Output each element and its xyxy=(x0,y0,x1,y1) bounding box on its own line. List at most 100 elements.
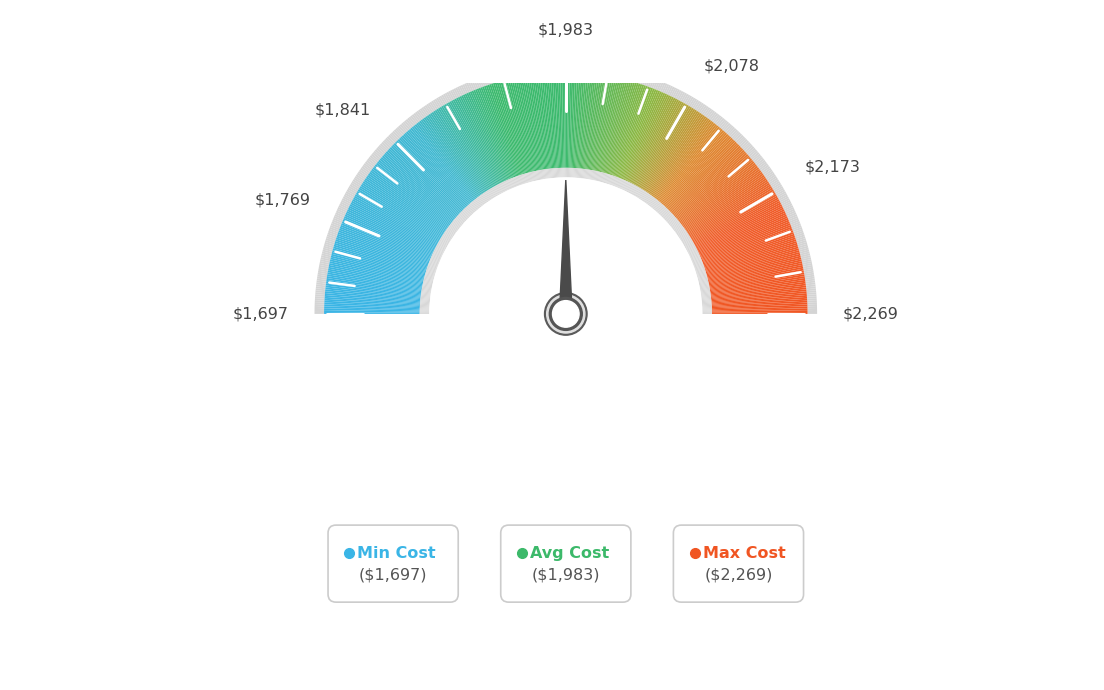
Wedge shape xyxy=(413,113,421,121)
Wedge shape xyxy=(440,239,449,244)
Wedge shape xyxy=(422,288,432,290)
Wedge shape xyxy=(689,252,699,257)
Wedge shape xyxy=(712,310,807,313)
Wedge shape xyxy=(769,179,779,186)
Wedge shape xyxy=(710,273,804,290)
Wedge shape xyxy=(542,170,544,179)
Wedge shape xyxy=(708,259,802,282)
Wedge shape xyxy=(806,280,815,284)
Wedge shape xyxy=(509,69,513,79)
Wedge shape xyxy=(333,218,342,223)
Wedge shape xyxy=(503,181,509,190)
Wedge shape xyxy=(535,171,538,180)
Wedge shape xyxy=(607,175,611,184)
Wedge shape xyxy=(352,179,362,186)
Wedge shape xyxy=(712,299,807,306)
Wedge shape xyxy=(498,184,502,193)
Wedge shape xyxy=(527,66,530,75)
Wedge shape xyxy=(495,82,524,175)
Wedge shape xyxy=(315,296,325,299)
Wedge shape xyxy=(687,97,693,106)
Wedge shape xyxy=(351,181,361,188)
Wedge shape xyxy=(420,310,429,312)
Wedge shape xyxy=(415,112,422,121)
Text: $1,983: $1,983 xyxy=(538,22,594,37)
Wedge shape xyxy=(689,183,769,235)
Wedge shape xyxy=(711,295,807,304)
Wedge shape xyxy=(703,232,794,266)
Wedge shape xyxy=(646,77,651,86)
Wedge shape xyxy=(378,146,385,154)
Wedge shape xyxy=(388,150,458,215)
Wedge shape xyxy=(531,172,534,181)
Wedge shape xyxy=(421,293,431,296)
Wedge shape xyxy=(699,279,708,282)
Wedge shape xyxy=(742,142,751,150)
Wedge shape xyxy=(707,252,800,277)
Wedge shape xyxy=(772,183,782,189)
Wedge shape xyxy=(396,140,464,210)
Wedge shape xyxy=(622,90,660,179)
Wedge shape xyxy=(477,78,482,88)
Wedge shape xyxy=(454,88,459,98)
Wedge shape xyxy=(496,72,500,82)
Wedge shape xyxy=(789,218,798,223)
Wedge shape xyxy=(596,65,599,75)
Wedge shape xyxy=(446,92,453,101)
Wedge shape xyxy=(735,135,743,143)
Wedge shape xyxy=(524,75,542,170)
Wedge shape xyxy=(588,63,592,73)
Wedge shape xyxy=(661,131,725,204)
Wedge shape xyxy=(534,171,537,181)
Wedge shape xyxy=(683,241,692,246)
Wedge shape xyxy=(569,72,572,168)
Wedge shape xyxy=(555,168,558,178)
Wedge shape xyxy=(800,255,810,259)
Wedge shape xyxy=(442,95,448,104)
Wedge shape xyxy=(618,69,623,79)
Wedge shape xyxy=(393,143,463,211)
Wedge shape xyxy=(448,102,496,186)
Wedge shape xyxy=(794,229,803,234)
Wedge shape xyxy=(529,172,532,182)
Wedge shape xyxy=(325,308,420,312)
Wedge shape xyxy=(805,275,815,278)
Wedge shape xyxy=(562,72,564,168)
Wedge shape xyxy=(512,177,517,187)
Wedge shape xyxy=(664,211,671,219)
Wedge shape xyxy=(348,208,435,250)
Wedge shape xyxy=(807,310,817,312)
Wedge shape xyxy=(673,89,680,99)
Wedge shape xyxy=(522,66,527,76)
Wedge shape xyxy=(442,237,450,243)
Wedge shape xyxy=(662,210,670,218)
Wedge shape xyxy=(601,79,626,172)
Wedge shape xyxy=(424,117,481,196)
Wedge shape xyxy=(329,229,338,234)
Wedge shape xyxy=(381,142,390,150)
Wedge shape xyxy=(796,236,806,241)
Wedge shape xyxy=(452,100,498,186)
Wedge shape xyxy=(751,152,760,160)
Wedge shape xyxy=(572,63,574,72)
Wedge shape xyxy=(412,126,474,201)
Wedge shape xyxy=(543,170,545,179)
Wedge shape xyxy=(471,80,477,90)
Wedge shape xyxy=(361,184,443,237)
Wedge shape xyxy=(598,172,602,181)
Wedge shape xyxy=(449,225,457,232)
Wedge shape xyxy=(609,175,613,185)
Wedge shape xyxy=(657,81,662,90)
Wedge shape xyxy=(328,233,337,237)
Wedge shape xyxy=(469,81,475,90)
Wedge shape xyxy=(368,173,447,230)
Wedge shape xyxy=(699,281,709,284)
Wedge shape xyxy=(427,266,437,270)
Wedge shape xyxy=(763,168,772,175)
FancyBboxPatch shape xyxy=(328,525,458,602)
Wedge shape xyxy=(699,213,786,254)
Wedge shape xyxy=(326,286,421,298)
Wedge shape xyxy=(428,264,437,268)
Wedge shape xyxy=(518,176,521,185)
Wedge shape xyxy=(677,229,686,235)
